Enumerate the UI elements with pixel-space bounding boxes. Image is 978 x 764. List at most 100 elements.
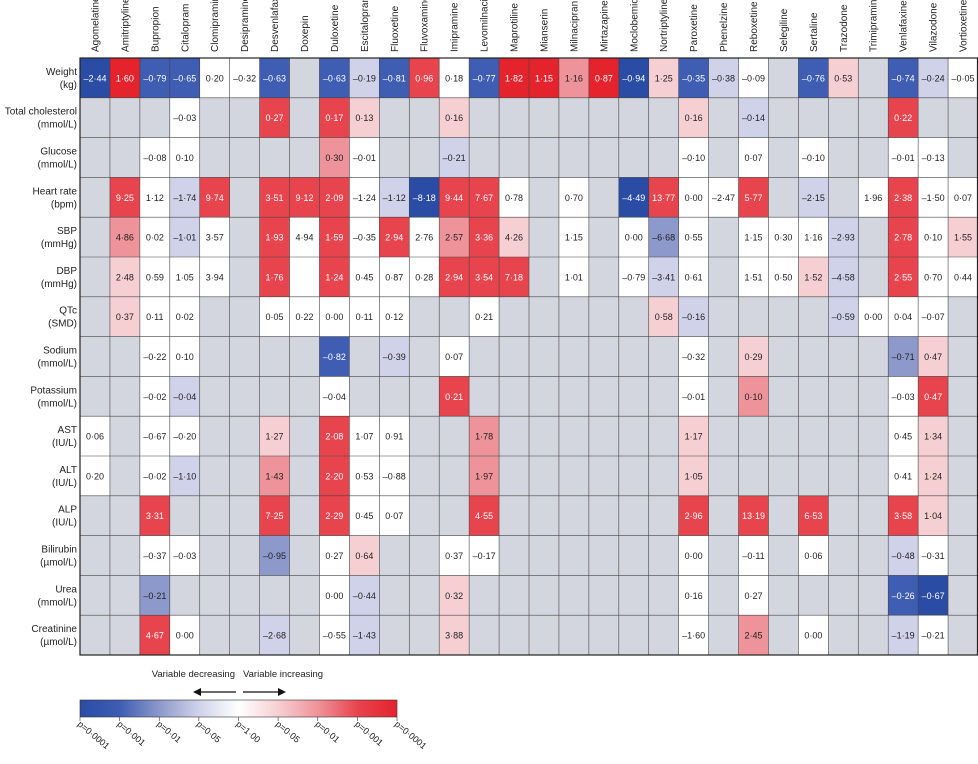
cell-value: 3·88 xyxy=(445,631,463,641)
cell-value: –2·44 xyxy=(83,73,106,83)
column-header: Escitalopram xyxy=(360,0,371,52)
cell xyxy=(918,615,949,655)
cell-value: 0·87 xyxy=(385,272,403,282)
cell xyxy=(109,535,140,576)
column-header: Selegiline xyxy=(779,8,790,52)
cell xyxy=(588,535,619,576)
cell xyxy=(169,257,200,297)
cell xyxy=(948,456,978,496)
cell-value: 0·06 xyxy=(86,432,104,442)
cell xyxy=(259,416,290,456)
row-label: Heart rate xyxy=(33,186,78,197)
cell xyxy=(139,376,170,417)
column-header: Trazodone xyxy=(839,4,850,52)
cell xyxy=(439,217,470,257)
cell xyxy=(588,97,619,138)
cell xyxy=(888,97,919,138)
cell xyxy=(499,257,529,297)
cell-value: 0·22 xyxy=(295,312,313,322)
cell xyxy=(169,97,200,138)
cell-value: –0·08 xyxy=(143,153,166,163)
cell xyxy=(768,137,799,178)
cell xyxy=(469,177,500,218)
column-header: Vortioxetine xyxy=(959,0,970,52)
row-label: (mmol/L) xyxy=(38,120,77,131)
cell-value: 0·91 xyxy=(385,432,403,442)
cell xyxy=(888,535,919,576)
cell xyxy=(558,535,589,576)
cell xyxy=(738,456,769,496)
cell xyxy=(678,535,709,576)
cell xyxy=(199,416,230,456)
cell-value: 13·19 xyxy=(742,511,765,521)
cell xyxy=(469,575,500,616)
cell xyxy=(618,495,649,536)
cell xyxy=(199,575,230,616)
cell-value: 0·37 xyxy=(445,551,463,561)
cell-value: –0·03 xyxy=(173,551,196,561)
cell-value: 0·13 xyxy=(355,113,373,123)
cell xyxy=(229,58,260,98)
cell-value: –1·24 xyxy=(353,193,376,203)
cell-value: –0·77 xyxy=(473,73,496,83)
cell-value: –0·17 xyxy=(473,551,496,561)
row-label: (mmol/L) xyxy=(38,359,77,370)
cell xyxy=(828,336,859,377)
cell xyxy=(738,615,769,655)
cell-value: 1·15 xyxy=(535,73,553,83)
cell-value: 0·16 xyxy=(445,113,463,123)
cell-value: –1·01 xyxy=(173,233,196,243)
cell xyxy=(469,416,500,456)
cell-value: –6·68 xyxy=(652,233,675,243)
cell xyxy=(918,575,949,616)
cell xyxy=(558,296,589,337)
cell xyxy=(678,456,709,496)
cell-value: –0·74 xyxy=(892,73,915,83)
cell xyxy=(708,257,739,297)
cell xyxy=(349,615,380,655)
cell xyxy=(319,535,350,576)
cell xyxy=(319,217,350,257)
cell-value: –0·35 xyxy=(682,73,705,83)
cell xyxy=(229,137,260,178)
color-bar xyxy=(79,699,398,718)
cell xyxy=(648,217,679,257)
cell-value: –0·63 xyxy=(323,73,346,83)
row-label: (mmol/L) xyxy=(38,160,77,171)
cell xyxy=(319,296,350,337)
cell xyxy=(139,495,170,536)
cell xyxy=(409,575,440,616)
cell xyxy=(529,535,559,576)
scale-label: p=1·00 xyxy=(234,719,262,745)
cell-value: 0·07 xyxy=(954,193,972,203)
cell xyxy=(229,217,260,257)
cell xyxy=(499,336,529,377)
cell xyxy=(379,137,410,178)
cell xyxy=(678,615,709,655)
cell-value: 1·59 xyxy=(325,233,343,243)
cell xyxy=(289,416,320,456)
cell-value: 1·97 xyxy=(475,471,493,481)
cell xyxy=(199,137,230,178)
row-label: (IU/L) xyxy=(52,518,77,529)
cell xyxy=(469,336,500,377)
cell xyxy=(558,58,589,98)
cell-value: 0·70 xyxy=(565,193,583,203)
cell xyxy=(558,137,589,178)
cell xyxy=(379,575,410,616)
cell-value: –2·68 xyxy=(263,631,286,641)
cell xyxy=(349,97,380,138)
cell xyxy=(499,376,529,417)
cell xyxy=(109,58,140,98)
cell xyxy=(229,615,260,655)
cell xyxy=(139,456,170,496)
cell xyxy=(648,416,679,456)
cell xyxy=(469,296,500,337)
cell xyxy=(828,97,859,138)
cell-value: 2·38 xyxy=(894,193,912,203)
cell xyxy=(409,495,440,536)
row-label: (mmol/L) xyxy=(38,597,77,608)
cell xyxy=(708,575,739,616)
cell-value: –0·01 xyxy=(892,153,915,163)
cell xyxy=(588,58,619,98)
